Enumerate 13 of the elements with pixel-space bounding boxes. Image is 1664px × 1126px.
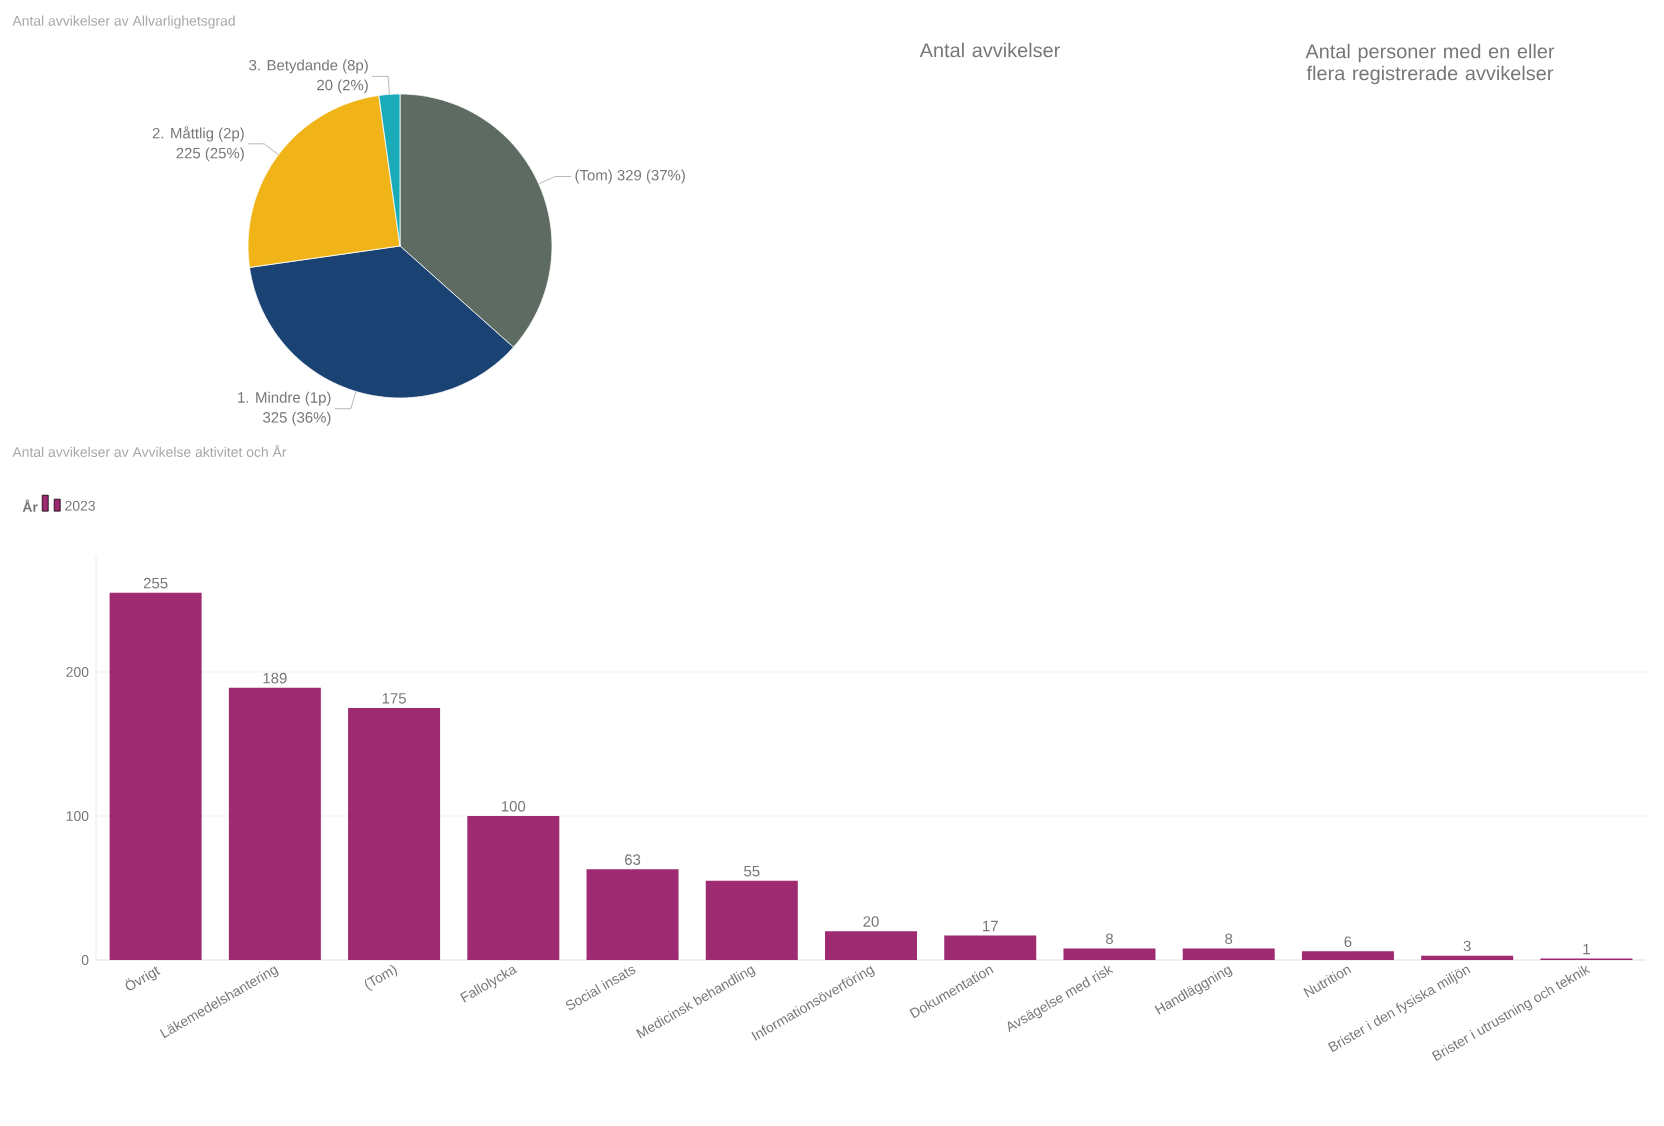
bar [1063, 948, 1156, 960]
text: Antal personer med en eller flera registrerade avvikelser [1305, 43, 1555, 85]
bar [467, 816, 560, 960]
bar [348, 708, 441, 960]
bar [825, 931, 918, 960]
text: Antal avvikelser [919, 42, 1060, 58]
bar [109, 592, 202, 960]
bar [944, 935, 1037, 960]
bar [1182, 948, 1275, 960]
bar [705, 880, 798, 960]
bar [228, 687, 321, 960]
bar [1301, 951, 1394, 960]
bar [586, 869, 679, 960]
